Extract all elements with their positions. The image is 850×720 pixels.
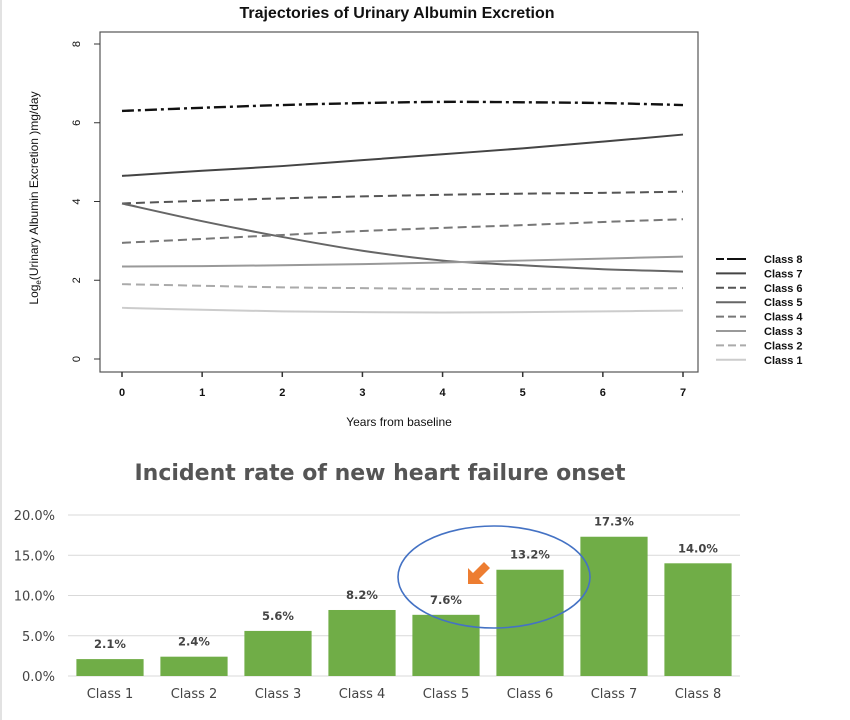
bar-class-8 [664,563,732,676]
bar-class-1 [76,659,144,676]
legend-label: Class 8 [764,254,803,266]
series-line-class-6 [121,190,684,205]
bar-class-3 [244,630,312,676]
bar-chart-title: Incident rate of new heart failure onset [135,461,626,486]
data-label: 2.4% [178,635,210,649]
legend-label: Class 2 [764,340,803,352]
y-tick-label: 15.0% [14,549,55,564]
category-label: Class 4 [339,687,386,702]
highlight-ellipse [397,525,591,629]
series-line-class-2 [121,283,684,290]
y-tick-label: 0 [71,356,83,362]
series-line-class-1 [121,306,684,314]
x-tick-label: 3 [359,387,365,399]
y-axis-label-subscript: e [34,280,43,285]
y-tick-label: 10.0% [14,590,55,605]
x-tick-label: 1 [199,387,205,399]
x-tick-label: 0 [119,387,125,399]
line-chart-legend: Class 8 Class 7 Class 6 Class 5 Class 4 Class… [716,254,803,367]
bar-class-6 [496,569,564,676]
legend-label: Class 3 [764,326,803,338]
data-label: 13.2% [510,548,550,562]
category-label: Class 1 [87,687,134,702]
y-tick-label: 20.0% [14,509,55,524]
line-chart-title: Trajectories of Urinary Albumin Excretio… [239,5,554,22]
category-label: Class 5 [423,687,470,702]
series-line-class-3 [121,255,684,268]
bar-class-4 [328,609,396,676]
y-tick-label: 5.0% [22,630,55,645]
legend-label: Class 7 [764,268,803,280]
data-label: 8.2% [346,588,378,602]
page-left-border [0,0,2,720]
bar-class-2 [160,656,228,676]
y-tick-label: 2 [71,277,83,283]
bar-class-5 [412,614,480,676]
trajectory-line-chart: Trajectories of Urinary Albumin Excretio… [27,5,803,429]
series-line-class-5 [121,202,684,273]
legend-label: Class 4 [764,312,803,324]
legend-label: Class 1 [764,355,803,367]
category-label: Class 7 [591,687,638,702]
x-tick-label: 4 [440,387,447,399]
data-label: 7.6% [430,593,462,607]
y-axis-label: Loge(Urinary Albumin Excretion )mg/day [27,91,43,304]
legend-label: Class 6 [764,283,803,295]
series-line-class-7 [121,133,684,177]
x-axis-label: Years from baseline [346,415,452,429]
series-line-class-8 [121,100,684,113]
y-tick-label: 6 [71,120,83,126]
category-label: Class 6 [507,687,554,702]
annotation-arrow-icon [468,562,490,584]
x-tick-label: 2 [279,387,285,399]
data-label: 2.1% [94,637,126,651]
x-tick-label: 5 [520,387,526,399]
data-label: 14.0% [678,541,718,555]
y-tick-label: 0.0% [22,670,55,685]
y-tick-label: 4 [71,198,83,204]
category-label: Class 3 [255,687,302,702]
bar-class-7 [580,536,648,676]
data-label: 5.6% [262,609,294,623]
legend-label: Class 5 [764,297,803,309]
data-label: 17.3% [594,515,634,529]
category-label: Class 8 [675,687,722,702]
x-tick-label: 7 [680,387,686,399]
series-line-class-4 [121,218,684,244]
y-axis-label-rest: (Urinary Albumin Excretion )mg/day [27,91,41,280]
y-axis-label-log: Log [27,285,41,305]
x-tick-label: 6 [600,387,606,399]
y-tick-label: 8 [71,41,83,47]
plot-area-frame [99,31,699,373]
category-label: Class 2 [171,687,218,702]
